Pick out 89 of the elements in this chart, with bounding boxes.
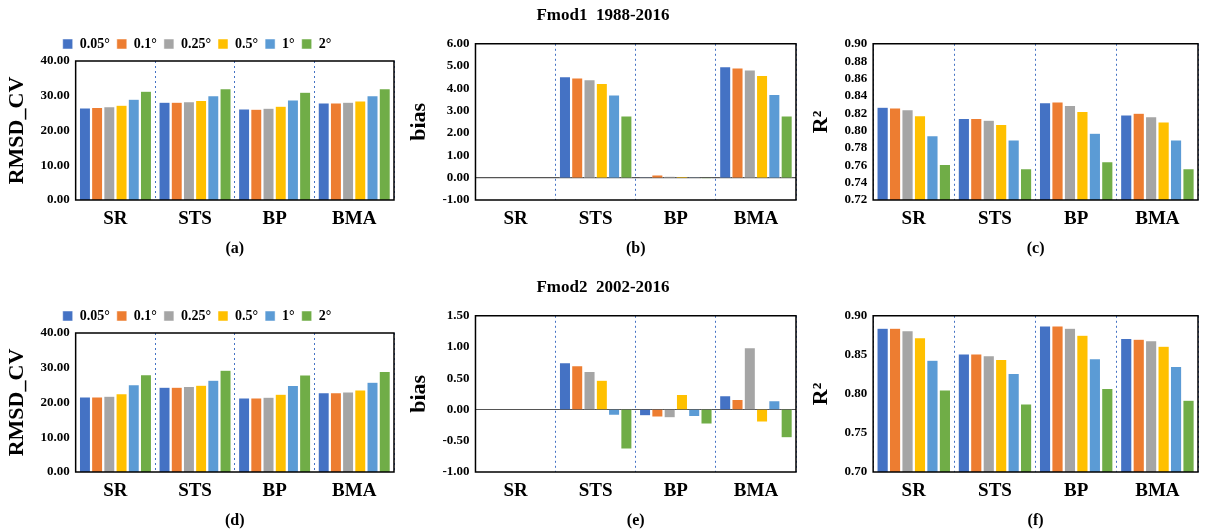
- y-tick-label: 0.00: [446, 169, 470, 185]
- x-axis-title: (e): [626, 510, 645, 529]
- x-tick-label: SR: [103, 207, 128, 229]
- y-tick-label: 0.76: [844, 156, 868, 172]
- y-tick-label: 0.78: [844, 139, 868, 155]
- legend-label: 1°: [282, 35, 295, 51]
- chart-title: Fmod2 2002-2016: [535, 276, 671, 298]
- y-tick-label: 0.90: [844, 307, 868, 323]
- legend-label: 0.25°: [180, 307, 212, 323]
- x-axis-title: (b): [625, 238, 646, 257]
- y-tick-label: 40.00: [40, 52, 70, 68]
- legend-label: 0.05°: [79, 307, 110, 323]
- x-tick-label: SR: [901, 479, 927, 501]
- y-tick-label: 20.00: [40, 121, 70, 137]
- x-tick-label: BMA: [1135, 479, 1180, 501]
- y-tick-label: 40.00: [40, 324, 70, 340]
- y-tick-label: 0.75: [844, 424, 868, 440]
- x-axis-title: (f): [1027, 510, 1044, 529]
- x-axis-title: (c): [1026, 238, 1045, 257]
- y-tick-label: 0.86: [844, 69, 868, 85]
- y-tick-label: 0.74: [844, 174, 868, 189]
- y-tick-label: 0.85: [844, 346, 868, 362]
- y-tick-label: 4.00: [446, 79, 470, 95]
- legend-label: 0.1°: [133, 307, 157, 323]
- y-tick-label: 6.00: [446, 35, 470, 51]
- x-tick-label: STS: [178, 479, 212, 501]
- legend-label: 0.5°: [235, 307, 259, 323]
- x-tick-label: BMA: [332, 207, 377, 229]
- y-tick-label: 0.72: [844, 191, 868, 207]
- x-tick-label: SR: [503, 207, 528, 229]
- y-axis-title: bias: [404, 374, 430, 413]
- y-tick-label: 10.00: [40, 428, 70, 444]
- legend-label: 0.1°: [133, 35, 157, 51]
- y-tick-label: 30.00: [40, 87, 70, 103]
- y-tick-label: 0.88: [844, 52, 868, 68]
- y-tick-label: 0.00: [46, 191, 70, 207]
- x-tick-label: BP: [663, 207, 689, 229]
- y-tick-label: 30.00: [40, 359, 70, 375]
- x-tick-label: STS: [578, 479, 613, 501]
- y-tick-label: 0.00: [46, 463, 70, 479]
- y-axis-title: bias: [404, 102, 430, 141]
- x-tick-label: BP: [663, 479, 689, 501]
- x-axis-title: (a): [225, 238, 245, 257]
- x-tick-label: BMA: [332, 479, 377, 501]
- y-tick-label: 0.00: [446, 400, 470, 416]
- x-tick-label: STS: [978, 207, 1012, 229]
- x-tick-label: SR: [103, 479, 128, 501]
- x-tick-label: BMA: [1135, 207, 1180, 229]
- y-tick-label: 5.00: [446, 57, 470, 73]
- chart-title: Fmod1 1988-2016: [535, 4, 671, 26]
- y-tick-label: 0.50: [446, 369, 470, 385]
- y-tick-label: -1.00: [442, 191, 470, 207]
- y-tick-label: -1.00: [442, 463, 470, 479]
- y-tick-label: 1.50: [446, 307, 470, 323]
- y-tick-label: 0.90: [844, 35, 868, 51]
- y-tick-label: 0.70: [844, 463, 868, 479]
- x-tick-label: BP: [262, 479, 288, 501]
- y-tick-label: 1.00: [446, 146, 470, 162]
- legend-label: 2°: [318, 307, 332, 323]
- legend-label: 0.5°: [235, 35, 259, 51]
- legend-label: 1°: [282, 307, 295, 323]
- x-axis-title: (d): [225, 510, 245, 529]
- x-tick-label: BP: [262, 207, 288, 229]
- legend-label: 2°: [318, 35, 332, 51]
- y-tick-label: 3.00: [446, 102, 470, 118]
- x-tick-label: STS: [578, 207, 613, 229]
- x-tick-label: BMA: [733, 207, 779, 229]
- y-tick-label: 20.00: [40, 393, 70, 409]
- x-tick-label: STS: [978, 479, 1012, 501]
- y-tick-label: 0.84: [844, 87, 868, 103]
- y-tick-label: 1.00: [446, 338, 470, 354]
- y-tick-label: 0.80: [844, 385, 868, 401]
- x-tick-label: SR: [901, 207, 927, 229]
- y-axis-title: R²: [806, 382, 832, 406]
- x-tick-label: STS: [178, 207, 212, 229]
- y-tick-label: 0.82: [844, 104, 868, 120]
- x-tick-label: BMA: [733, 479, 779, 501]
- y-axis-title: RMSD_CV: [2, 348, 28, 457]
- x-tick-label: BP: [1064, 479, 1089, 501]
- y-tick-label: 2.00: [446, 124, 470, 140]
- y-tick-label: 0.80: [844, 121, 868, 137]
- x-tick-label: SR: [503, 479, 528, 501]
- y-axis-title: RMSD_CV: [2, 76, 28, 185]
- x-tick-label: BP: [1064, 207, 1089, 229]
- legend-label: 0.05°: [79, 35, 110, 51]
- y-tick-label: 10.00: [40, 156, 70, 172]
- y-tick-label: -0.50: [442, 432, 470, 448]
- legend-label: 0.25°: [180, 35, 212, 51]
- y-axis-title: R²: [806, 110, 832, 134]
